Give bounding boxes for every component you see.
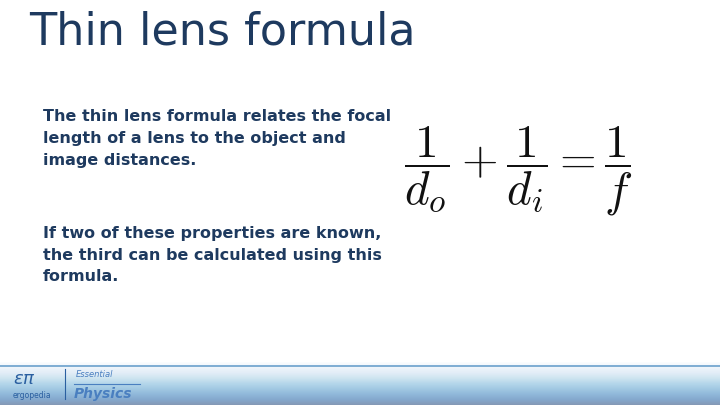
Text: $\dfrac{1}{d_o} + \dfrac{1}{d_i} = \dfrac{1}{f}$: $\dfrac{1}{d_o} + \dfrac{1}{d_i} = \dfra…: [404, 124, 633, 218]
Text: If two of these properties are known,
the third can be calculated using this
for: If two of these properties are known, th…: [43, 226, 382, 284]
Text: The thin lens formula relates the focal
length of a lens to the object and
image: The thin lens formula relates the focal …: [43, 109, 392, 168]
Text: $\epsilon\pi$: $\epsilon\pi$: [13, 370, 36, 388]
Text: Physics: Physics: [74, 387, 132, 401]
Text: Essential: Essential: [76, 370, 113, 379]
Text: Thin lens formula: Thin lens formula: [29, 11, 415, 54]
Text: ergopedia: ergopedia: [13, 391, 52, 400]
